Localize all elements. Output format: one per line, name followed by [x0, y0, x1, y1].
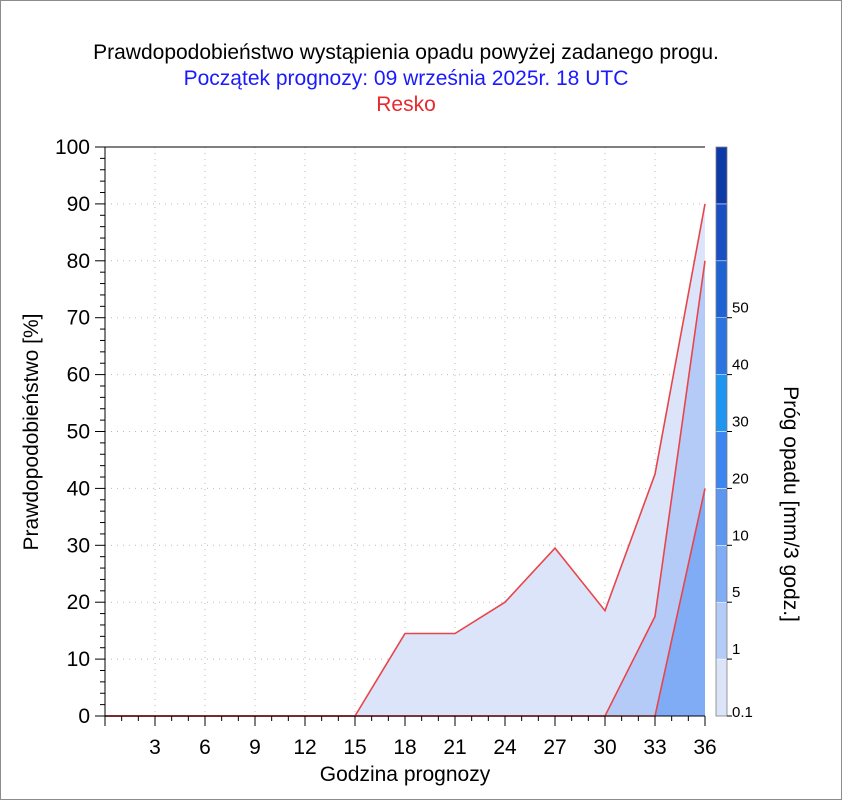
colorbar-tick-label: 0.1	[732, 704, 753, 721]
x-tick-label: 6	[199, 736, 211, 759]
colorbar-segment	[715, 431, 728, 489]
x-axis-label: Godzina prognozy	[320, 763, 491, 786]
x-tick-label: 24	[493, 736, 517, 759]
colorbar-tick-label: 5	[732, 584, 740, 601]
colorbar-tick-label: 40	[732, 357, 749, 374]
x-tick-label: 3	[149, 736, 161, 759]
colorbar-tick-label: 30	[732, 414, 749, 431]
colorbar-segment	[715, 317, 728, 375]
x-tick-label: 18	[393, 736, 416, 759]
y-tick-label: 10	[67, 648, 90, 671]
colorbar-segment	[715, 203, 728, 262]
colorbar-segment	[715, 601, 728, 660]
x-tick-label: 21	[443, 736, 466, 759]
x-tick-label: 30	[593, 736, 616, 759]
colorbar-tick-label: 1	[732, 641, 740, 658]
y-tick-label: 80	[67, 250, 90, 273]
x-tick-label: 36	[693, 736, 716, 759]
x-tick-label: 33	[643, 736, 666, 759]
colorbar-tick-label: 50	[732, 300, 749, 317]
colorbar-segment	[715, 488, 728, 546]
y-tick-label: 30	[67, 534, 90, 557]
y-tick-label: 90	[67, 193, 90, 216]
x-tick-label: 15	[343, 736, 366, 759]
colorbar-segment	[715, 545, 728, 603]
y-tick-label: 0	[78, 705, 90, 728]
colorbar-segment	[715, 374, 728, 432]
chart-title: Prawdopodobieństwo wystąpienia opadu pow…	[93, 41, 719, 64]
location-name: Resko	[376, 93, 436, 116]
title-block: Prawdopodobieństwo wystąpienia opadu pow…	[0, 40, 812, 118]
colorbar-segment	[715, 146, 728, 205]
x-tick-label: 9	[249, 736, 261, 759]
y-axis-label: Prawdopodobieństwo [%]	[20, 314, 43, 551]
area-series-1	[105, 260, 705, 716]
chart-subtitle: Początek prognozy: 09 września 2025r. 18…	[183, 67, 629, 90]
colorbar-label: Próg opadu [mm/3 godz.]	[779, 386, 802, 622]
x-tick-label: 12	[293, 736, 316, 759]
y-tick-label: 40	[67, 477, 90, 500]
y-tick-label: 100	[55, 136, 90, 159]
y-tick-label: 20	[67, 591, 90, 614]
y-tick-label: 60	[67, 364, 90, 387]
y-tick-label: 70	[67, 307, 90, 330]
colorbar-segment	[715, 658, 728, 717]
colorbar-tick-label: 10	[732, 527, 749, 544]
y-tick-label: 50	[67, 421, 90, 444]
x-tick-label: 27	[543, 736, 566, 759]
colorbar-tick-label: 20	[732, 470, 749, 487]
colorbar-segment	[715, 260, 728, 318]
area-series-0	[105, 203, 705, 716]
